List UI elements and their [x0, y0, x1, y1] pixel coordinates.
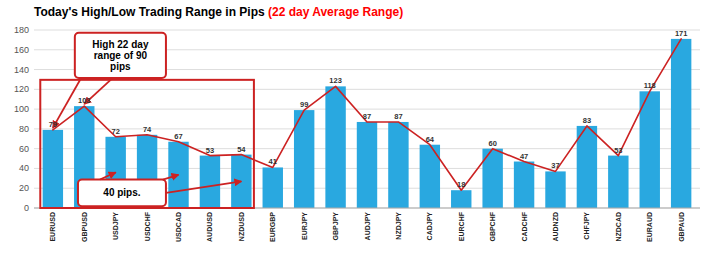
data-label: 53 — [614, 146, 622, 155]
annotation-line: High 22 day — [92, 39, 149, 50]
annotation-arrow — [100, 172, 116, 179]
x-tick-label: AUDUSD — [206, 212, 213, 242]
bar — [200, 156, 220, 208]
bar — [325, 86, 345, 208]
x-tick-label: EURUSD — [49, 212, 56, 242]
grid-line — [34, 89, 700, 90]
x-tick-label: CADCHF — [521, 211, 528, 241]
chart: Today's High/Low Trading Range in Pips (… — [0, 0, 706, 263]
bar — [451, 190, 471, 208]
data-label: 87 — [394, 112, 402, 121]
bar — [263, 167, 283, 208]
y-tick-label: 180 — [14, 25, 29, 35]
data-label: 79 — [49, 120, 57, 129]
grid-line — [34, 109, 700, 110]
annotation-text: 40 pips. — [103, 187, 140, 198]
x-tick-label: AUDJPY — [364, 212, 371, 241]
data-label: 74 — [143, 125, 152, 134]
data-label: 53 — [206, 146, 214, 155]
grid — [34, 30, 700, 208]
data-label: 87 — [363, 112, 371, 121]
data-label: 60 — [488, 139, 496, 148]
x-tick-label: CADJPY — [426, 212, 433, 241]
annotation-line: range of 90 — [94, 50, 148, 61]
bar — [514, 162, 534, 208]
bar — [388, 122, 408, 208]
x-tick-label: EURCHF — [458, 211, 465, 241]
data-label: 171 — [675, 29, 688, 38]
title: Today's High/Low Trading Range in Pips (… — [34, 5, 403, 19]
y-tick-label: 60 — [19, 144, 29, 154]
data-label: 123 — [329, 76, 342, 85]
data-label: 37 — [551, 161, 559, 170]
y-tick-label: 40 — [19, 163, 29, 173]
subtitle: (22 day Average Range) — [268, 5, 403, 19]
annotation-arrow — [53, 78, 81, 128]
bar — [577, 126, 597, 208]
data-label: 47 — [520, 152, 528, 161]
annotations: High 22 dayrange of 90pips 40 pips. — [40, 33, 254, 208]
data-label: 41 — [269, 157, 277, 166]
y-tick-label: 140 — [14, 65, 29, 75]
y-tick-label: 0 — [24, 203, 29, 213]
bar — [357, 122, 377, 208]
data-label: 72 — [112, 127, 120, 136]
x-tick-label: GBPAUD — [678, 212, 685, 242]
data-label: 67 — [174, 132, 182, 141]
data-label: 54 — [237, 145, 246, 154]
highlight-rect — [40, 80, 254, 208]
x-tick-label: NZDCAD — [615, 212, 622, 242]
x-tick-label: EURAUD — [646, 212, 653, 242]
annotation-box — [78, 180, 166, 207]
annotation-line: pips — [110, 61, 131, 72]
data-label: 18 — [457, 180, 465, 189]
bar — [671, 39, 691, 208]
data-label: 64 — [426, 135, 435, 144]
x-tick-label: AUDNZD — [552, 212, 559, 242]
x-tick-label: EURGBP — [269, 212, 276, 242]
y-tick-label: 160 — [14, 45, 29, 55]
x-tick-label: CHFJPY — [583, 212, 590, 240]
bar — [545, 171, 565, 208]
title-part: Today's High/Low Trading Range in Pips — [34, 5, 268, 19]
annotation-arrow — [166, 181, 241, 193]
grid-line — [34, 30, 700, 31]
x-tick-label: NZDJPY — [395, 212, 402, 240]
y-tick-label: 100 — [14, 104, 29, 114]
annotation-arrow — [163, 175, 179, 180]
data-label: 99 — [300, 100, 308, 109]
data-label: 83 — [583, 116, 591, 125]
x-tick-label: USDCHF — [144, 211, 151, 241]
y-tick-label: 80 — [19, 124, 29, 134]
bar — [608, 156, 628, 208]
x-tick-label: GBPJPY — [332, 212, 339, 241]
x-tick-label: USDJPY — [112, 212, 119, 240]
data-label: 103 — [78, 96, 91, 105]
x-tick-label: USDCAD — [175, 212, 182, 242]
y-tick-label: 20 — [19, 183, 29, 193]
bar — [640, 91, 660, 208]
y-tick-label: 120 — [14, 84, 29, 94]
x-tick-label: EURJPY — [301, 212, 308, 240]
x-tick-label: GBPCHF — [489, 211, 496, 241]
x-tick-label: NZDUSD — [238, 212, 245, 241]
data-label: 118 — [644, 81, 656, 90]
x-tick-label: GBPUSD — [81, 212, 88, 242]
annotation-text: High 22 dayrange of 90pips — [92, 39, 149, 72]
annotation-box — [75, 33, 166, 78]
bar — [43, 130, 63, 208]
